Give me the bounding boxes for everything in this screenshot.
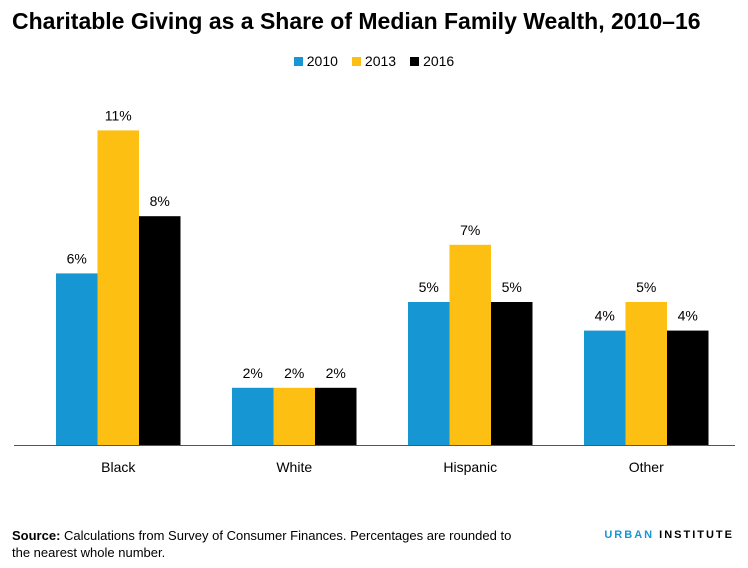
bar-other-2010	[584, 330, 626, 445]
bar-hispanic-2013	[449, 244, 491, 445]
data-label-hispanic-2016: 5%	[502, 279, 522, 295]
chart-title: Charitable Giving as a Share of Median F…	[12, 8, 701, 34]
legend-label-2013: 2013	[364, 53, 397, 69]
legend-label-2016: 2016	[423, 53, 455, 69]
data-label-hispanic-2013: 7%	[460, 222, 480, 238]
legend-item-2016: 2016	[410, 53, 454, 69]
data-label-black-2010: 6%	[67, 250, 87, 266]
source-text: Calculations from Survey of Consumer Fin…	[12, 528, 512, 560]
bar-white-2016	[315, 387, 357, 445]
source-note: Source: Calculations from Survey of Cons…	[12, 527, 512, 561]
bar-hispanic-2010	[408, 302, 450, 445]
x-tick-label-black: Black	[101, 459, 136, 475]
legend-swatch-2016	[410, 56, 420, 66]
logo-urban: URBAN	[604, 529, 655, 541]
legend-label-2010: 2010	[306, 53, 338, 69]
data-label-white-2013: 2%	[284, 365, 304, 381]
bar-black-2010	[56, 273, 98, 445]
data-label-other-2016: 4%	[678, 308, 698, 324]
data-label-white-2016: 2%	[326, 365, 346, 381]
bar-black-2016	[139, 216, 181, 445]
bar-chart: 6% 11% 8% Black 2% 2% 2% White 5% 7% 5% Hispanic 4% 5…	[14, 107, 735, 475]
x-tick-label-other: Other	[629, 459, 664, 475]
bar-black-2013	[97, 130, 139, 445]
data-label-hispanic-2010: 5%	[419, 279, 439, 295]
legend-swatch-2013	[351, 56, 361, 66]
x-tick-label-white: White	[276, 459, 312, 475]
data-label-black-2013: 11%	[105, 107, 132, 123]
bar-other-2016	[667, 330, 709, 445]
bar-white-2013	[273, 387, 315, 445]
legend-item-2010: 2010	[293, 53, 338, 69]
bar-white-2010	[232, 387, 274, 445]
data-label-black-2016: 8%	[150, 193, 170, 209]
data-label-white-2010: 2%	[243, 365, 263, 381]
chart-legend: 2010 2013 2016	[0, 53, 748, 69]
legend-swatch-2010	[293, 56, 303, 66]
bar-other-2013	[625, 302, 667, 445]
x-tick-label-hispanic: Hispanic	[443, 459, 497, 475]
logo-institute: INSTITUTE	[659, 529, 734, 541]
data-label-other-2010: 4%	[595, 308, 615, 324]
bar-hispanic-2016	[491, 302, 533, 445]
legend-item-2013: 2013	[351, 53, 397, 69]
source-label: Source:	[12, 528, 61, 543]
urban-institute-logo: URBAN INSTITUTE	[604, 529, 734, 541]
data-label-other-2013: 5%	[636, 279, 656, 295]
